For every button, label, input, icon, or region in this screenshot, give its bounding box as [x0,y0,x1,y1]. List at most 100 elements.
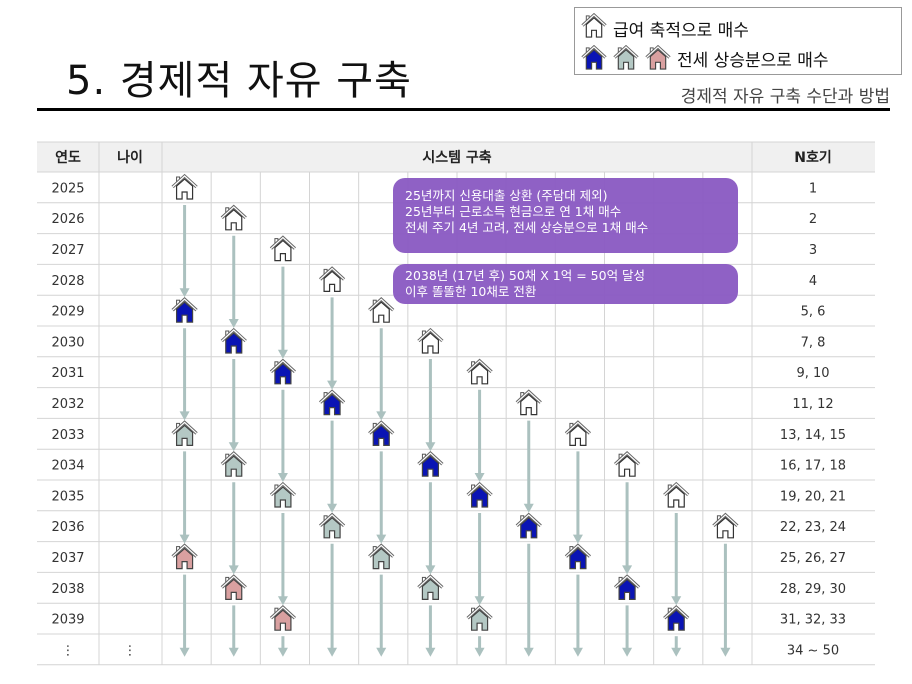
gray-house-icon [220,451,247,477]
arrow [228,359,239,452]
cell-year: 2027 [51,243,84,258]
callout-line: 25년까지 신용대출 상환 (주담대 제외) [405,188,608,203]
arrow [179,328,190,421]
cell-year: 2025 [51,181,84,196]
legend-label: 급여 축적으로 매수 [613,21,749,41]
legend-icons [581,12,607,44]
cell-n: 1 [809,181,817,196]
blue-house-icon [368,420,395,446]
arrow [376,574,387,657]
arrow [228,235,239,328]
table-row: 2026 2 [51,212,817,227]
cell-year: 2032 [51,397,84,412]
cell-year: 2028 [51,274,84,289]
pink-house-icon [645,45,671,70]
table-row: 2025 1 [51,181,817,196]
gray-house-icon [319,512,346,539]
cell-year: 2033 [51,428,84,443]
cell-year: 2037 [51,551,84,566]
table-row: 2032 11, 12 [51,397,833,412]
cell-n: 25, 26, 27 [780,551,846,566]
table-row: 2028 4 [51,274,817,289]
legend-label: 전세 상승분으로 매수 [677,50,829,71]
callout-plan: 25년까지 신용대출 상환 (주담대 제외) 25년부터 근로소득 현금으로 연… [393,178,738,253]
cell-n: 3 [809,243,817,258]
cell-year: 2029 [51,305,84,320]
gray-house-icon [417,574,444,601]
white-house-icon [564,420,591,446]
cell-n: 28, 29, 30 [780,582,846,597]
arrow [425,359,436,452]
cell-n: 19, 20, 21 [780,489,846,504]
arrow [523,543,534,657]
gray-house-icon [171,420,198,446]
gray-house-icon [269,481,296,508]
white-house-icon [319,266,346,292]
arrow [179,205,190,298]
callout-goal: 2038년 (17년 후) 50채 X 1억 = 50억 달성 이후 똘똘한 1… [393,264,738,304]
blue-house-icon [319,389,346,416]
table-row: 2038 28, 29, 30 [51,582,846,597]
gray-house-icon [466,605,493,631]
cell-n: 13, 14, 15 [780,428,846,443]
cell-year: 2030 [51,335,84,350]
arrow [671,513,682,606]
arrow [179,574,190,657]
table-header-bg [37,142,875,172]
arrow [327,543,338,657]
callout-line: 2038년 (17년 후) 50채 X 1억 = 50억 달성 [405,268,646,283]
blue-house-icon [171,297,198,323]
arrow [572,451,583,544]
cell-n: 31, 32, 33 [780,613,846,628]
blue-house-icon [466,481,493,508]
arrow [523,420,534,513]
cell-year: 2026 [51,212,84,227]
blue-house-icon [564,543,591,570]
arrow [720,543,731,657]
legend-icons [581,45,671,71]
cell-year: 2034 [51,459,84,474]
gray-house-icon [368,543,395,570]
arrow [474,636,485,657]
cell-year: 2031 [51,366,84,381]
callout-line: 25년부터 근로소득 현금으로 연 1채 매수 [405,204,622,219]
cell-n: 22, 23, 24 [780,520,846,535]
arrow [327,420,338,513]
arrow [474,389,485,482]
white-house-icon [269,235,296,262]
header-n: N호기 [794,150,831,166]
arrow [572,574,583,657]
title-underline [37,108,890,111]
cell-year: 2039 [51,613,84,628]
arrow [327,297,338,390]
callout-line: 이후 똘똘한 10채로 전환 [405,284,537,299]
arrow [622,482,633,575]
cell-n: 2 [809,212,817,227]
arrow [277,636,288,657]
white-house-icon [417,327,444,354]
white-house-icon [171,173,198,200]
legend-item-salary: 급여 축적으로 매수 [581,12,749,44]
gray-house-icon [613,45,639,70]
pink-house-icon [269,605,296,631]
arrow [671,636,682,657]
blue-house-icon [581,45,607,70]
page-title: 5. 경제적 자유 구축 [66,58,412,104]
white-house-icon [220,204,247,231]
blue-house-icon [515,512,542,539]
arrow [622,605,633,657]
cell-n: 4 [809,274,817,289]
table-row: 2029 5, 6 [51,305,825,320]
cell-n: 5, 6 [801,305,826,320]
white-house-icon [663,481,690,508]
blue-house-icon [614,574,641,601]
arrow [474,513,485,606]
table-row: 2030 7, 8 [51,335,825,350]
header-system: 시스템 구축 [422,149,491,166]
legend: 급여 축적으로 매수 전세 상승분으로 매수 [574,7,902,75]
arrow [277,266,288,359]
blue-house-icon [220,327,247,354]
arrow [179,451,190,544]
table-row: 2035 19, 20, 21 [51,489,846,504]
